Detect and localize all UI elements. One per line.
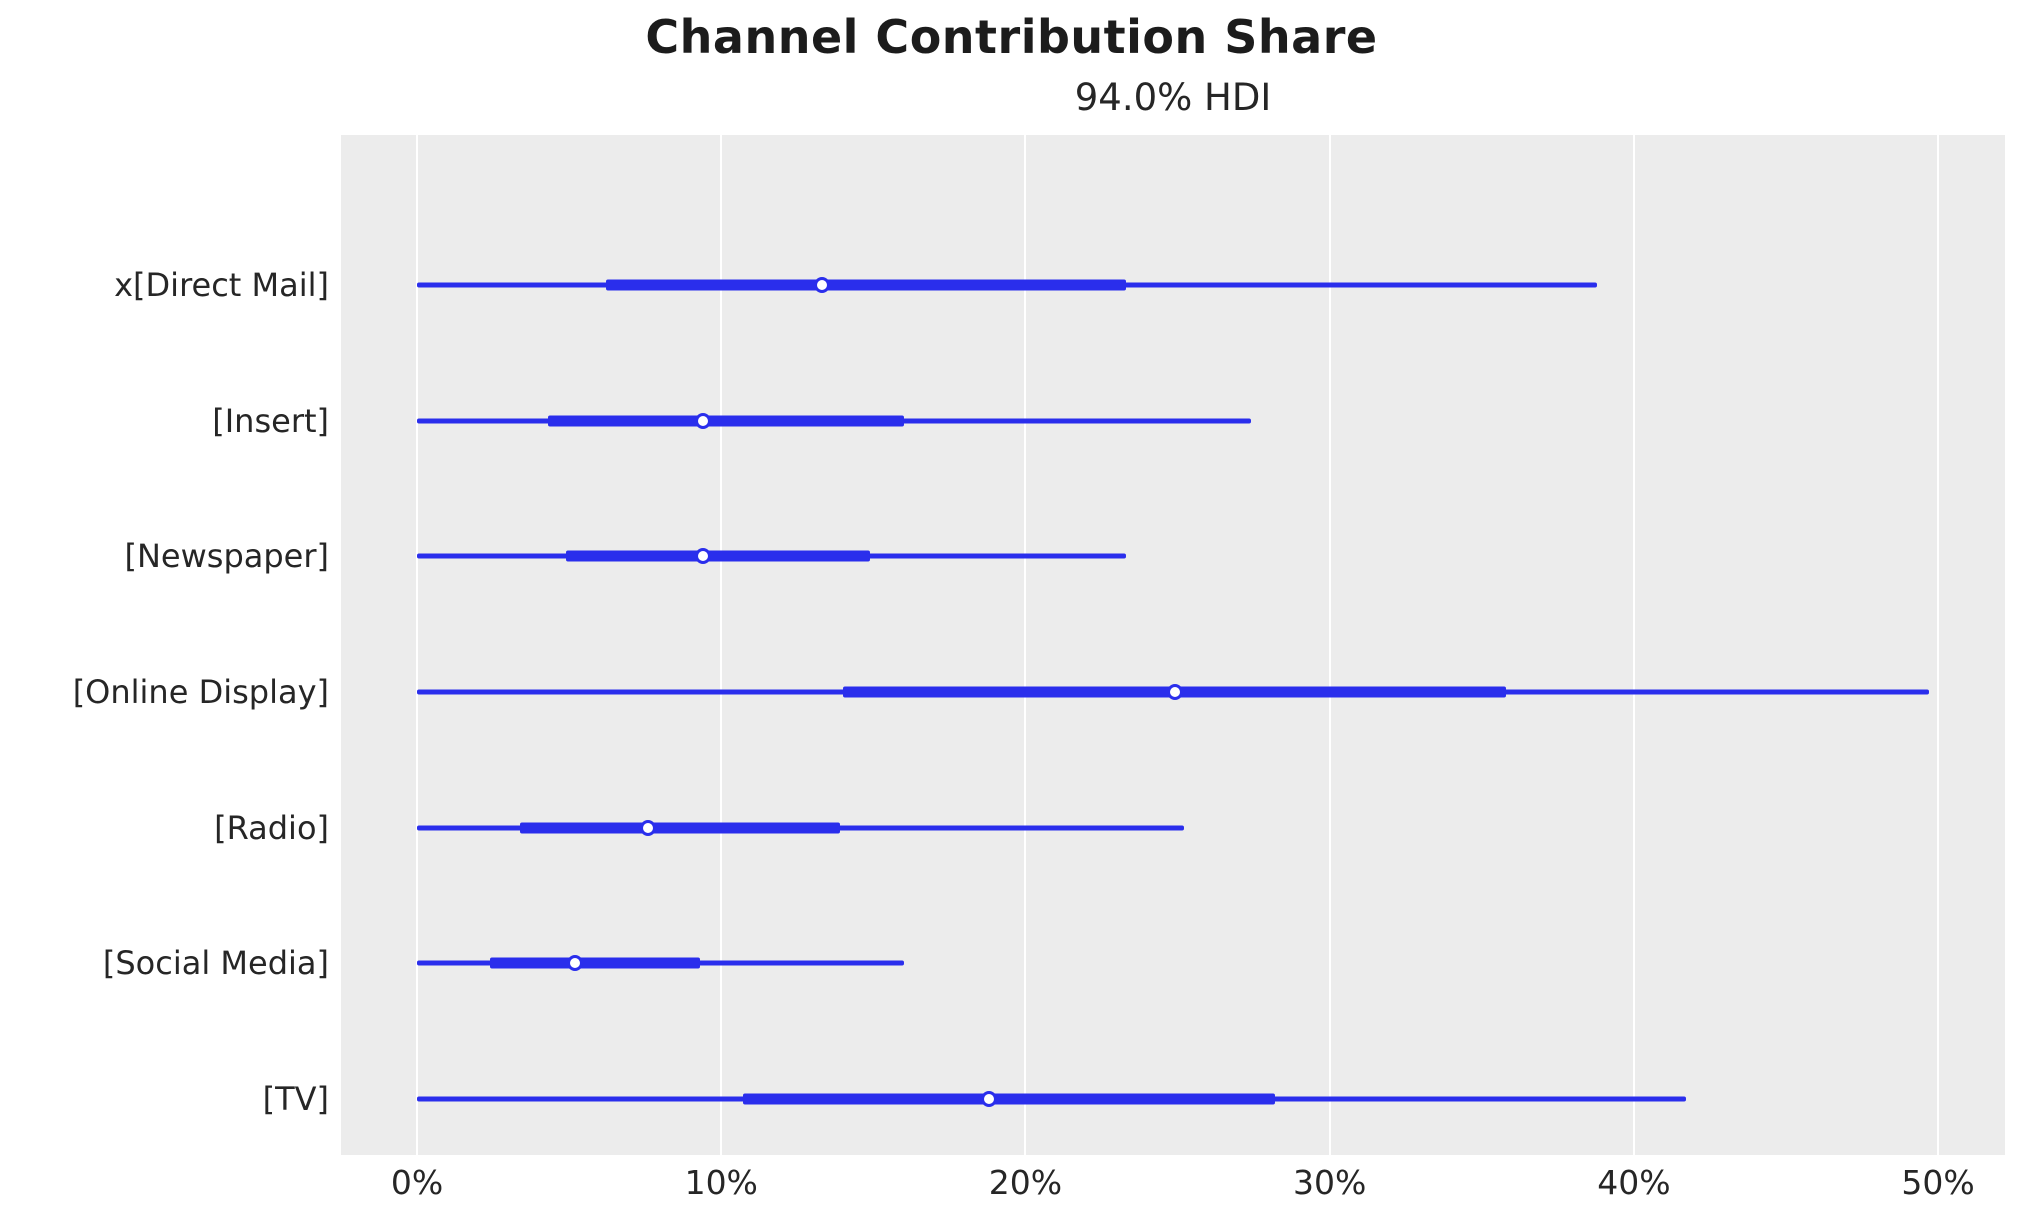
y-axis-labels: x[Direct Mail] [Insert] [Newspaper] [Online… — [0, 135, 329, 1155]
chart-title: Channel Contribution Share — [645, 10, 1378, 64]
y-axis-label: [Newspaper] — [124, 537, 329, 576]
x-axis-tick-labels: 0% 10% 20% 30% 40% 50% — [341, 1163, 2005, 1213]
gridline — [1632, 135, 1635, 1155]
inner-quantile-band — [566, 550, 871, 562]
gridline — [416, 135, 419, 1155]
median-marker — [695, 548, 711, 565]
gridline — [1024, 135, 1027, 1155]
median-marker — [640, 819, 657, 836]
x-tick-label: 30% — [1292, 1163, 1367, 1202]
y-axis-label: [Social Media] — [102, 944, 329, 983]
x-tick-label: 50% — [1901, 1163, 1975, 1202]
y-axis-label: [Radio] — [214, 808, 329, 847]
inner-quantile-band — [742, 1093, 1275, 1105]
inner-quantile-band — [547, 415, 904, 427]
x-tick-label: 10% — [684, 1163, 758, 1202]
median-marker — [1166, 683, 1183, 700]
chart-subtitle: 94.0% HDI — [1074, 76, 1272, 119]
gridline — [720, 135, 723, 1155]
inner-quantile-band — [605, 279, 1126, 291]
median-marker — [980, 1090, 997, 1107]
x-tick-label: 40% — [1597, 1163, 1671, 1202]
median-marker — [695, 412, 711, 429]
gridline — [1937, 135, 1940, 1155]
x-tick-label: 20% — [988, 1163, 1063, 1202]
y-axis-label: [Online Display] — [72, 672, 329, 711]
plot-area — [341, 135, 2005, 1155]
inner-quantile-band — [490, 957, 700, 969]
gridline — [1328, 135, 1331, 1155]
y-axis-label: [TV] — [262, 1079, 329, 1118]
x-tick-label: 0% — [390, 1163, 444, 1202]
y-axis-label: x[Direct Mail] — [114, 265, 329, 304]
median-marker — [813, 276, 830, 293]
y-axis-label: [Insert] — [212, 401, 329, 440]
inner-quantile-band — [520, 822, 840, 834]
median-marker — [567, 955, 584, 972]
